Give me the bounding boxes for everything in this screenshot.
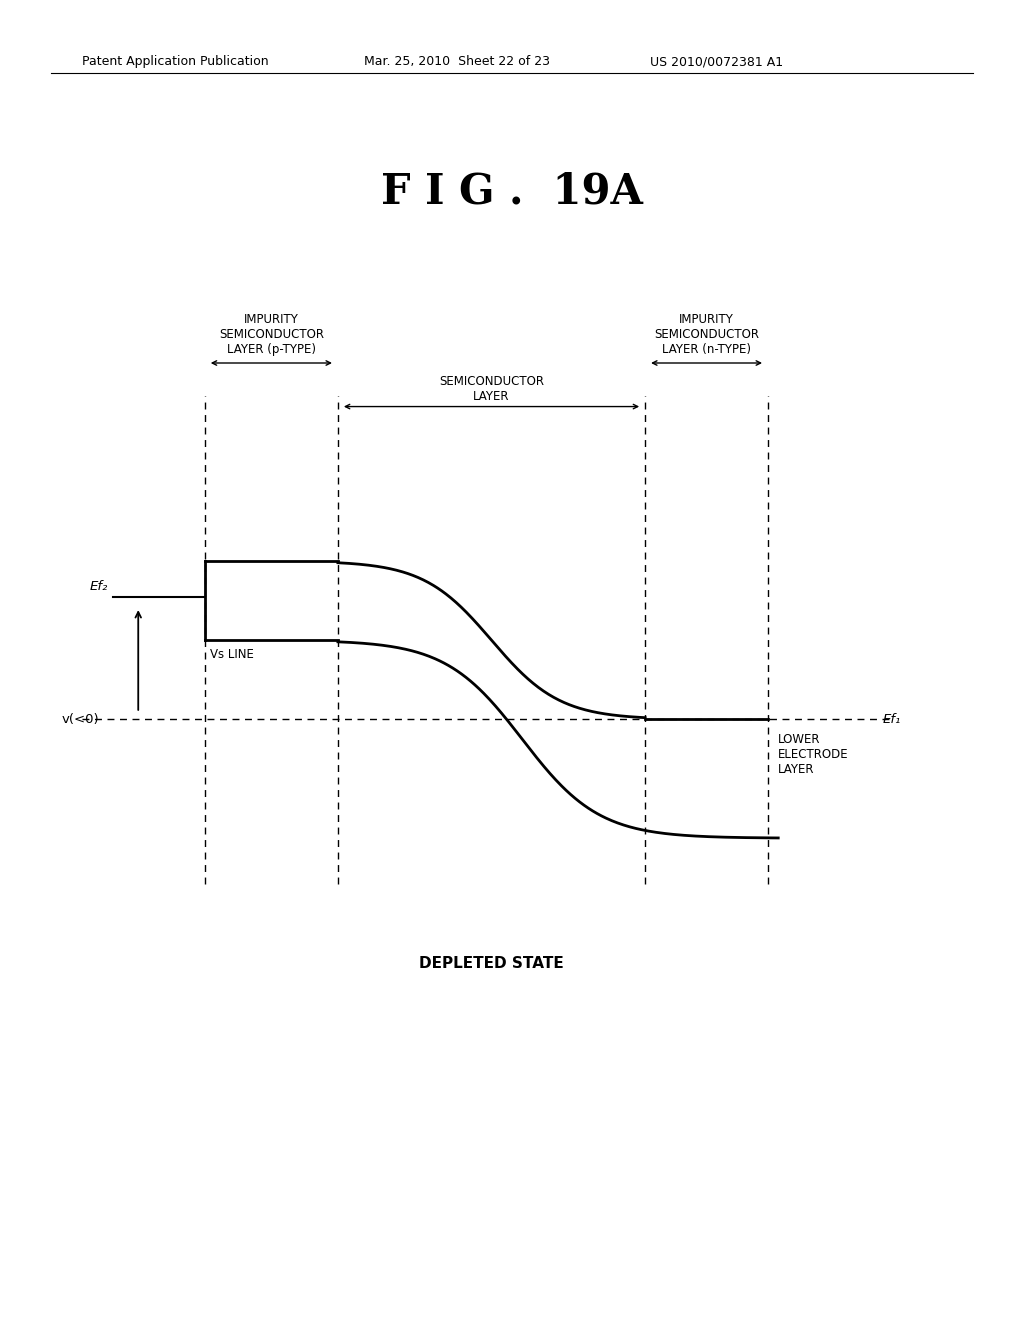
Text: DEPLETED STATE: DEPLETED STATE <box>419 956 564 972</box>
Text: LOWER
ELECTRODE
LAYER: LOWER ELECTRODE LAYER <box>778 733 849 776</box>
Text: Ef₂: Ef₂ <box>89 579 108 593</box>
Text: US 2010/0072381 A1: US 2010/0072381 A1 <box>650 55 783 69</box>
Text: Mar. 25, 2010  Sheet 22 of 23: Mar. 25, 2010 Sheet 22 of 23 <box>364 55 550 69</box>
Text: Vs LINE: Vs LINE <box>210 648 254 661</box>
Text: Patent Application Publication: Patent Application Publication <box>82 55 268 69</box>
Text: Ef₁: Ef₁ <box>883 713 901 726</box>
Text: IMPURITY
SEMICONDUCTOR
LAYER (p-TYPE): IMPURITY SEMICONDUCTOR LAYER (p-TYPE) <box>219 313 324 356</box>
Text: v(<0): v(<0) <box>61 713 99 726</box>
Text: F I G .  19A: F I G . 19A <box>381 170 643 213</box>
Text: SEMICONDUCTOR
LAYER: SEMICONDUCTOR LAYER <box>439 375 544 403</box>
Text: IMPURITY
SEMICONDUCTOR
LAYER (n-TYPE): IMPURITY SEMICONDUCTOR LAYER (n-TYPE) <box>654 313 759 356</box>
